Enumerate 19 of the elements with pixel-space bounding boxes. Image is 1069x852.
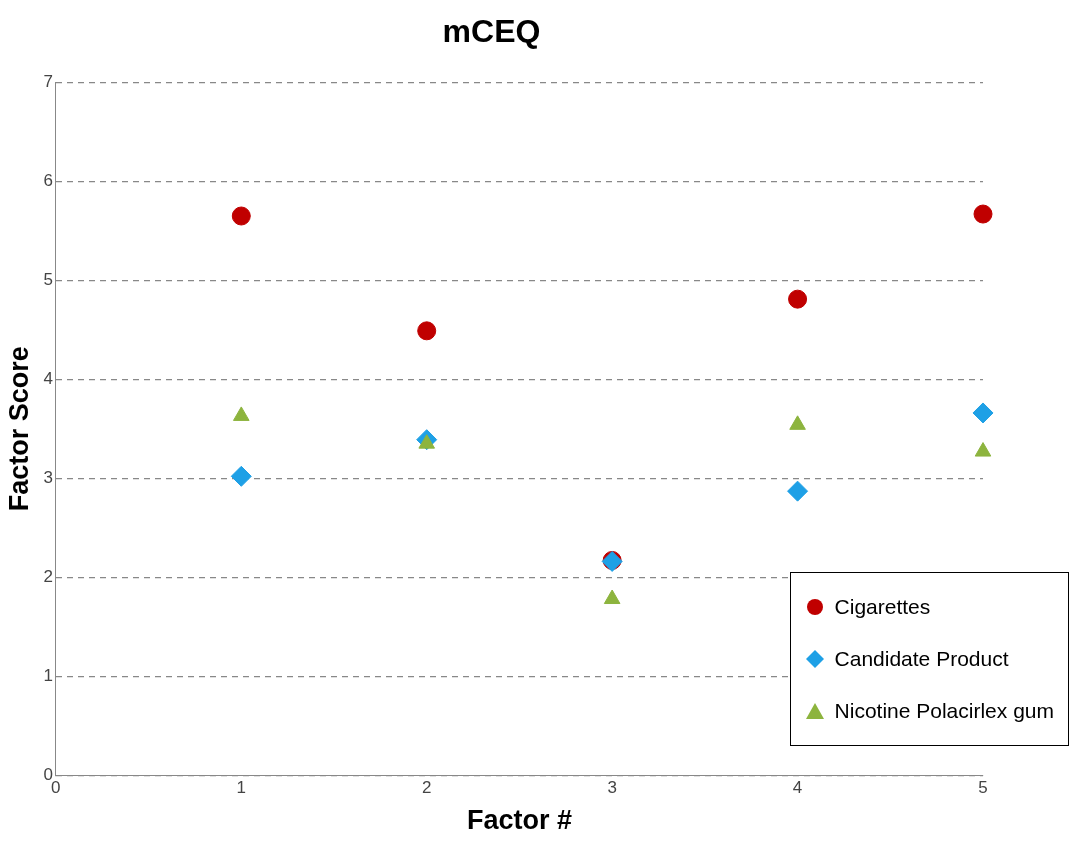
x-tick-label: 4 <box>792 778 803 798</box>
legend-label: Candidate Product <box>834 647 1009 671</box>
y-tick-label: 5 <box>43 270 53 290</box>
y-tick-label: 2 <box>43 566 53 586</box>
y-tick-label: 1 <box>43 665 53 685</box>
y-tick-label: 3 <box>43 467 53 487</box>
y-tick-label: 7 <box>43 72 53 92</box>
x-tick-label: 5 <box>978 778 988 798</box>
y-tick-label: 6 <box>43 171 53 191</box>
y-tick-label: 4 <box>43 369 53 388</box>
y-tick-label: 0 <box>43 764 53 784</box>
chart-title: mCEQ <box>442 13 541 50</box>
x-tick-label: 1 <box>236 778 247 798</box>
legend-label: Cigarettes <box>834 595 931 619</box>
x-tick-label: 3 <box>607 778 617 798</box>
y-axis-title: Factor Score <box>3 346 34 512</box>
legend-label: Nicotine Polacirlex gum <box>834 699 1054 723</box>
x-tick-label: 2 <box>421 778 432 798</box>
x-axis-title: Factor # <box>466 805 572 836</box>
